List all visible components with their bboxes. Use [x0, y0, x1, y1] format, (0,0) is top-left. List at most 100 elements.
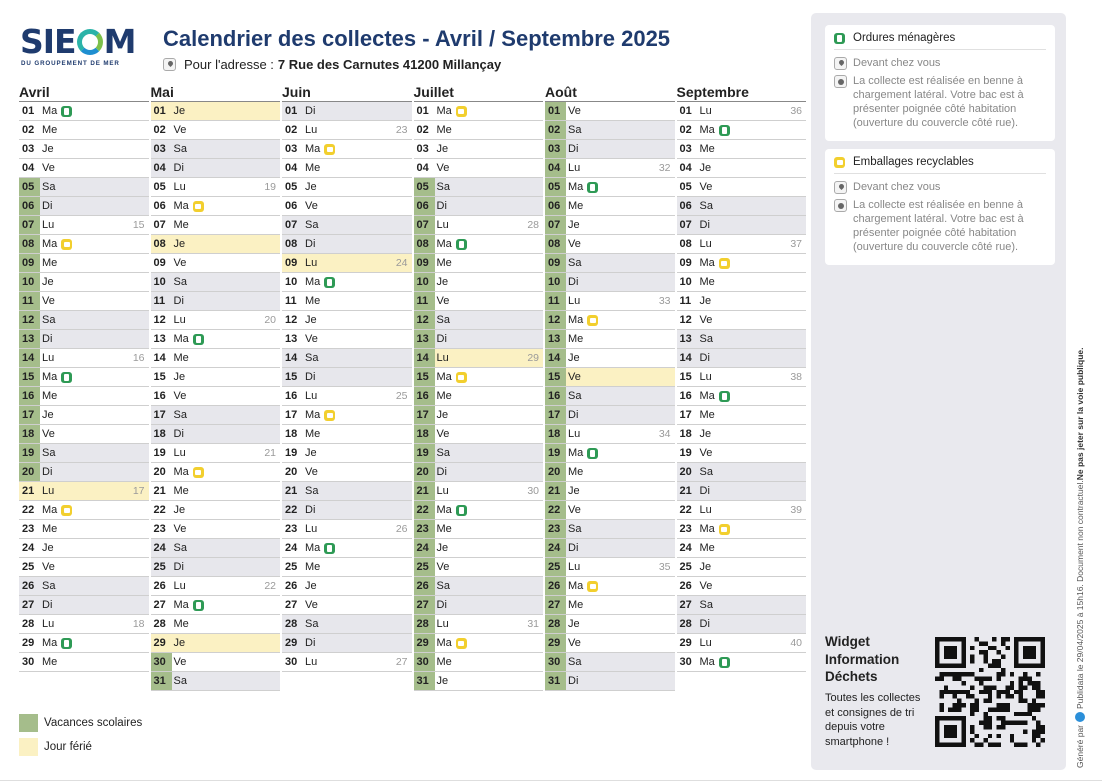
legend-ferie: Jour férié [19, 737, 142, 757]
day-row: 11 Di [150, 292, 280, 311]
day-row: 30 Sa [545, 653, 675, 672]
day-number: 11 [679, 295, 692, 307]
day-name: Ve [699, 580, 713, 592]
day-number: 12 [19, 311, 40, 329]
day-name: Sa [173, 675, 187, 687]
week-number: 34 [658, 428, 671, 440]
day-number: 11 [413, 292, 435, 310]
day-number: 30 [679, 656, 692, 668]
day-name: Lu [699, 371, 712, 383]
day-row: 11 Je [676, 292, 806, 311]
day-row: 20 Di [19, 463, 149, 482]
day-row: 05 Sa [19, 178, 149, 197]
day-name: Di [568, 542, 579, 554]
day-name: Di [568, 143, 579, 155]
day-name: Je [173, 637, 186, 649]
day-number: 11 [285, 295, 297, 307]
day-row: 10 Me [676, 273, 806, 292]
day-number: 26 [413, 577, 435, 595]
month-column: Mai 01 Je 02 Ve 03 Sa 04 Di 05 Lu 19 06 Ma 07 Me 08 Je 09 V… [150, 84, 283, 691]
day-name: Je [173, 504, 186, 516]
day-row: 03 Je [413, 140, 543, 159]
week-number: 38 [790, 371, 802, 383]
day-name: Lu [173, 181, 186, 193]
day-name: Je [436, 409, 449, 421]
day-number: 28 [545, 615, 566, 633]
day-row: 19 Ma [545, 444, 675, 463]
day-row: 31 Je [413, 672, 543, 691]
day-name: Je [305, 314, 317, 326]
day-row: 18 Me [282, 425, 412, 444]
day-number: 06 [19, 197, 40, 215]
day-number: 10 [413, 273, 435, 291]
day-row: 18 Lu 34 [545, 425, 675, 444]
day-row: 17 Sa [150, 406, 280, 425]
day-name: Je [305, 447, 317, 459]
day-row: 21 Je [545, 482, 675, 501]
day-name: Sa [305, 485, 319, 497]
day-number: 17 [679, 409, 692, 421]
day-row: 15 Ma [413, 368, 543, 387]
day-number: 10 [19, 273, 40, 291]
day-row: 10 Je [413, 273, 543, 292]
card-emballages-recyclables: Emballages recyclables Devant chez vous … [825, 149, 1055, 265]
day-row: 18 Di [150, 425, 280, 444]
day-name: Me [42, 523, 58, 535]
day-row: 24 Me [676, 539, 806, 558]
week-number: 37 [790, 238, 802, 250]
day-row: 05 Ma [545, 178, 675, 197]
day-name: Me [568, 599, 584, 611]
day-name: Me [42, 124, 58, 136]
day-name: Sa [699, 333, 713, 345]
day-number: 14 [19, 349, 40, 367]
week-number: 25 [395, 390, 408, 402]
day-number: 20 [19, 463, 40, 481]
day-name: Di [42, 466, 53, 478]
day-number: 13 [153, 333, 166, 345]
day-name: Sa [305, 352, 319, 364]
day-row: 09 Ma [676, 254, 806, 273]
day-number: 29 [679, 637, 692, 649]
day-name: Ve [436, 295, 450, 307]
week-number: 18 [132, 618, 145, 630]
day-row: 23 Ma [676, 520, 806, 539]
day-name: Me [436, 390, 452, 402]
day-name: Di [42, 200, 53, 212]
day-row: 17 Me [676, 406, 806, 425]
day-name: Sa [436, 580, 450, 592]
day-row: 13 Di [19, 330, 149, 349]
day-name: Di [568, 675, 579, 687]
day-name: Di [436, 333, 447, 345]
day-name: Je [699, 295, 712, 307]
day-number: 06 [285, 200, 298, 212]
day-row: 09 Me [19, 254, 149, 273]
day-name: Sa [305, 219, 319, 231]
day-name: Sa [568, 390, 582, 402]
bin-green-icon [718, 124, 730, 136]
qr-code-icon[interactable] [935, 637, 1045, 747]
week-number: 39 [790, 504, 802, 516]
day-row: 09 Me [413, 254, 543, 273]
collection-calendar: Avril 01 Ma 02 Me 03 Je 04 Ve 05 Sa 06 Di 07 Lu 15 08 Ma 0… [19, 84, 808, 691]
day-row: 27 Ve [282, 596, 412, 615]
day-row: 26 Sa [413, 577, 543, 596]
day-number: 16 [153, 390, 166, 402]
day-number: 17 [153, 409, 166, 421]
day-number: 25 [413, 558, 435, 576]
day-name: Ve [305, 200, 318, 212]
day-name: Di [699, 485, 710, 497]
day-name: Sa [173, 276, 187, 288]
day-row: 14 Di [676, 349, 806, 368]
bin-yellow-icon [587, 580, 599, 592]
day-row: 22 Lu 39 [676, 501, 806, 520]
ferie-swatch [19, 738, 38, 756]
day-name: Di [305, 504, 316, 516]
day-number: 06 [679, 200, 692, 212]
day-row: 13 Me [545, 330, 675, 349]
day-number: 21 [153, 485, 166, 497]
map-pin-icon [163, 58, 176, 71]
week-number: 29 [527, 352, 539, 364]
card-title-text: Emballages recyclables [853, 156, 974, 168]
bin-green-icon [587, 181, 599, 193]
day-number: 07 [545, 216, 566, 234]
